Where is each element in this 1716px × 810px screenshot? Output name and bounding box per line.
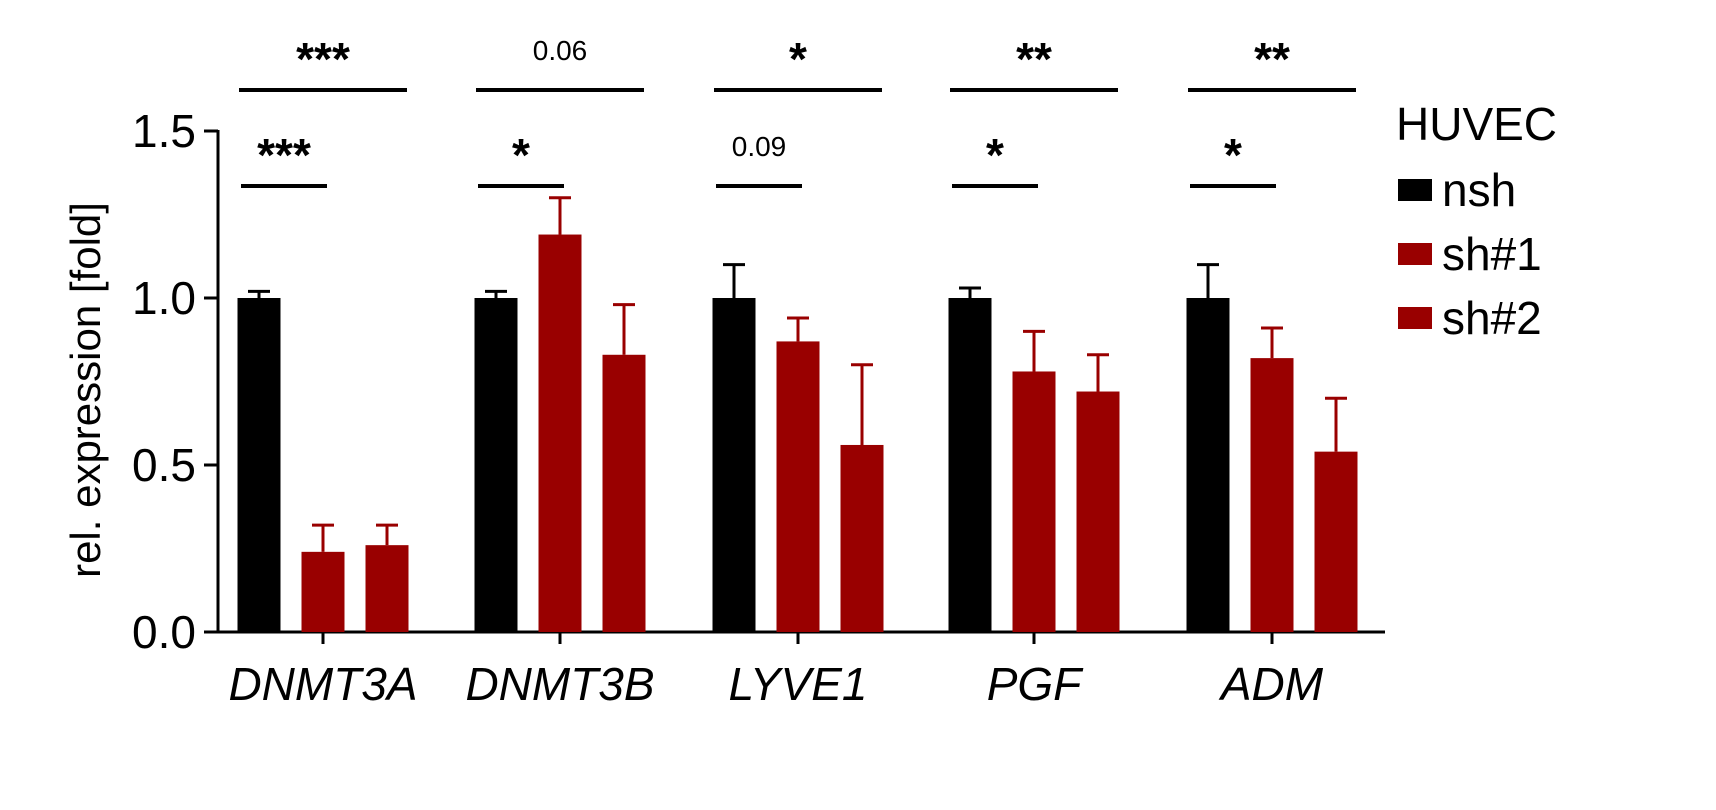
bar-pgf-sh1: [1012, 371, 1056, 632]
bar-dnmt3b-sh1: [538, 234, 582, 633]
sig-label-upper: ***: [296, 33, 350, 85]
bar-adm-sh1: [1250, 358, 1294, 632]
x-tick-label-lyve1: LYVE1: [729, 658, 868, 710]
sig-label-upper: *: [789, 33, 807, 85]
bar-dnmt3a-sh1: [301, 551, 345, 632]
sig-label-lower: *: [1224, 129, 1242, 181]
bar-dnmt3b-sh2: [602, 354, 646, 632]
sig-label-lower: *: [512, 129, 530, 181]
bar-adm-nsh: [1186, 298, 1230, 632]
x-tick-label-adm: ADM: [1218, 658, 1324, 710]
bar-pgf-nsh: [948, 298, 992, 632]
bar-pgf-sh2: [1076, 391, 1120, 632]
y-axis-title: rel. expression [fold]: [62, 202, 109, 578]
bar-dnmt3a-sh2: [365, 545, 409, 632]
legend-label-sh1: sh#1: [1442, 228, 1542, 280]
bar-lyve1-sh2: [840, 444, 884, 632]
x-tick-label-pgf: PGF: [987, 658, 1084, 710]
legend-title: HUVEC: [1396, 98, 1557, 150]
x-tick-label-dnmt3a: DNMT3A: [228, 658, 417, 710]
legend-swatch-sh1: [1398, 243, 1432, 265]
sig-label-lower: *: [986, 129, 1004, 181]
legend-swatch-sh2: [1398, 307, 1432, 329]
axes: 0.0 0.5 1.0 1.5 DNMT3A DNMT3B LYVE1 PGF ADM: [132, 105, 1385, 710]
y-tick-label: 0.0: [132, 606, 196, 658]
bar-lyve1-sh1: [776, 341, 820, 632]
bar-dnmt3a-nsh: [237, 298, 281, 632]
legend-label-sh2: sh#2: [1442, 292, 1542, 344]
legend-swatch-nsh: [1398, 179, 1432, 201]
y-tick-label: 1.5: [132, 105, 196, 157]
sig-label-upper: 0.06: [533, 35, 588, 66]
sig-label-lower: ***: [257, 129, 311, 181]
sig-label-upper: **: [1016, 33, 1052, 85]
sig-label-upper: **: [1254, 33, 1290, 85]
bars: [237, 196, 1358, 633]
bar-dnmt3b-nsh: [474, 298, 518, 632]
bar-lyve1-nsh: [712, 298, 756, 632]
legend-label-nsh: nsh: [1442, 164, 1516, 216]
y-tick-label: 0.5: [132, 439, 196, 491]
legend: HUVEC nsh sh#1 sh#2: [1396, 98, 1557, 344]
y-tick-label: 1.0: [132, 272, 196, 324]
x-tick-label-dnmt3b: DNMT3B: [465, 658, 654, 710]
significance-annotations: ******0.06**0.09******: [239, 33, 1356, 188]
bar-adm-sh2: [1314, 451, 1358, 632]
sig-label-lower: 0.09: [732, 131, 787, 162]
